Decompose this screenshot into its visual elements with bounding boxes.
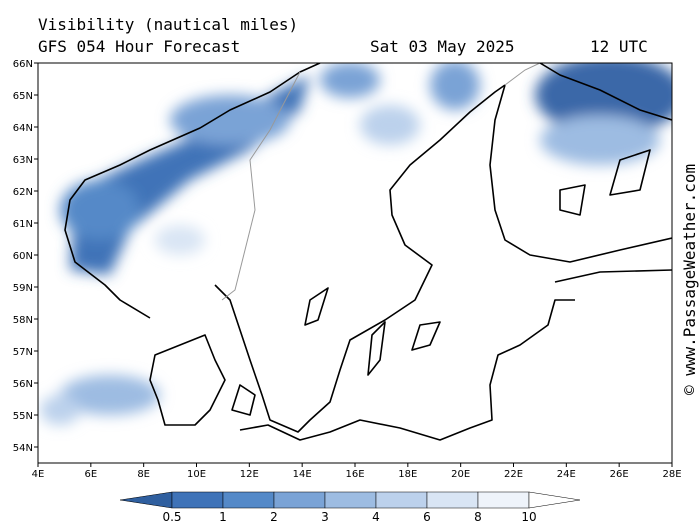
map-area [38,63,672,463]
title: Visibility (nautical miles) [38,15,298,34]
lat-label: 64N [13,123,33,134]
colorbar-segment [426,491,479,509]
time: 12 UTC [590,37,648,56]
coastlines [64,63,672,441]
visibility-field [40,63,672,425]
lon-label: 26E [610,469,629,480]
lon-label: 22E [504,469,523,480]
lat-label: 63N [13,155,33,166]
border [504,63,541,86]
lat-label: 65N [13,91,33,102]
lon-label: 8E [137,469,150,480]
lat-label: 59N [13,283,33,294]
lat-label: 58N [13,315,33,326]
colorbar-segment [324,491,377,509]
lon-label: 4E [32,469,45,480]
colorbar-label: 0.5 [162,510,181,524]
lat-label: 57N [13,347,33,358]
colorbar-label: 1 [219,510,227,524]
lat-label: 66N [13,59,33,70]
colorbar-label: 6 [423,510,431,524]
colorbar-segment [222,491,275,509]
lat-label: 62N [13,187,33,198]
lat-label: 61N [13,219,33,230]
colorbar-segment [171,491,224,509]
colorbar-label: 4 [372,510,380,524]
forecast: GFS 054 Hour Forecast [38,37,240,56]
lon-label: 18E [398,469,417,480]
lat-label: 54N [13,443,33,454]
lon-label: 6E [84,469,97,480]
colorbar-segment [273,491,326,509]
lon-label: 12E [240,469,259,480]
lon-label: 28E [662,469,681,480]
lat-label: 60N [13,251,33,262]
lon-label: 16E [345,469,364,480]
colorbar-segment [375,491,428,509]
colorbar: 0.5 1 2 3 4 6 8 10 [119,491,581,524]
lat-label: 55N [13,411,33,422]
lon-label: 20E [451,469,470,480]
lon-label: 24E [557,469,576,480]
axes: 66N 65N 64N 63N 62N 61N 60N 59N 58N 57N 56N 55N 54N 4… [13,59,682,480]
colorbar-end [119,491,173,509]
colorbar-label: 8 [474,510,482,524]
lon-label: 14E [293,469,312,480]
colorbar-segment [477,491,530,509]
colorbar-end [528,491,581,509]
lat-label: 56N [13,379,33,390]
colorbar-label: 2 [270,510,278,524]
colorbar-label: 10 [521,510,536,524]
date: Sat 03 May 2025 [370,37,515,56]
border [221,71,301,301]
colorbar-label: 3 [321,510,329,524]
watermark: © www.PassageWeather.com [680,164,699,395]
lon-label: 10E [187,469,206,480]
